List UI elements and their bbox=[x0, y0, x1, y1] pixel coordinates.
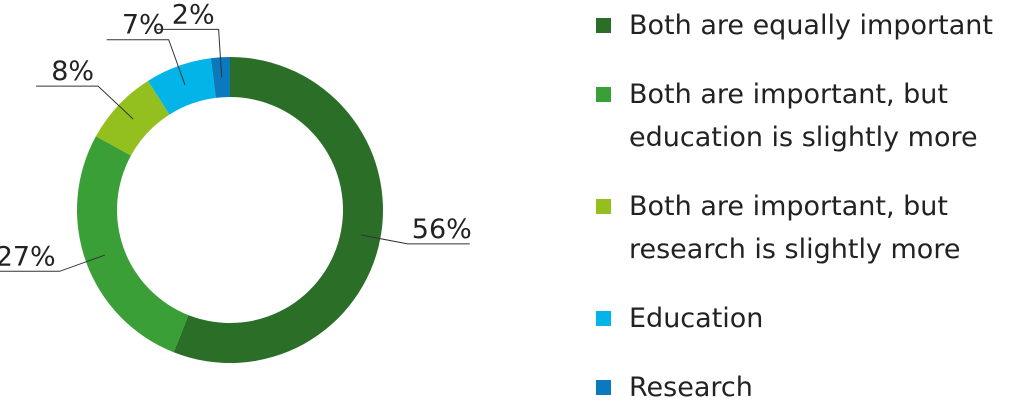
legend-item: Both are equally important bbox=[590, 4, 1015, 47]
legend-label: Research bbox=[629, 372, 753, 403]
leader-line bbox=[36, 85, 134, 120]
chart: 56% 27% 8% 7% 2% bbox=[0, 0, 472, 363]
donut-segment bbox=[173, 57, 383, 363]
legend-swatch bbox=[596, 380, 611, 395]
value-label: 7% bbox=[122, 10, 165, 41]
donut-segment bbox=[76, 136, 189, 353]
legend-label: Both are equally important bbox=[629, 10, 993, 41]
legend-swatch bbox=[596, 18, 611, 33]
legend-swatch bbox=[596, 199, 611, 214]
legend-label: Both are important, but education is sli… bbox=[629, 79, 978, 153]
legend-item: Education bbox=[590, 297, 1015, 340]
leader-line bbox=[106, 39, 186, 86]
legend-item: Both are important, but research is slig… bbox=[590, 185, 1015, 271]
legend-swatch bbox=[596, 87, 611, 102]
legend: Both are equally important Both are impor… bbox=[590, 4, 1015, 406]
leader-line bbox=[156, 28, 223, 78]
legend-item: Research bbox=[590, 366, 1015, 406]
value-label: 2% bbox=[172, 0, 215, 30]
legend-label: Both are important, but research is slig… bbox=[629, 191, 961, 265]
leader-line bbox=[0, 254, 106, 272]
donut-segment bbox=[210, 57, 230, 98]
legend-label: Education bbox=[629, 303, 764, 334]
value-label: 8% bbox=[51, 56, 94, 87]
leader-line bbox=[360, 234, 470, 245]
legend-item: Both are important, but education is sli… bbox=[590, 73, 1015, 159]
legend-swatch bbox=[596, 311, 611, 326]
value-label: 27% bbox=[0, 241, 56, 272]
donut-segment bbox=[148, 58, 216, 115]
value-label: 56% bbox=[412, 214, 472, 245]
